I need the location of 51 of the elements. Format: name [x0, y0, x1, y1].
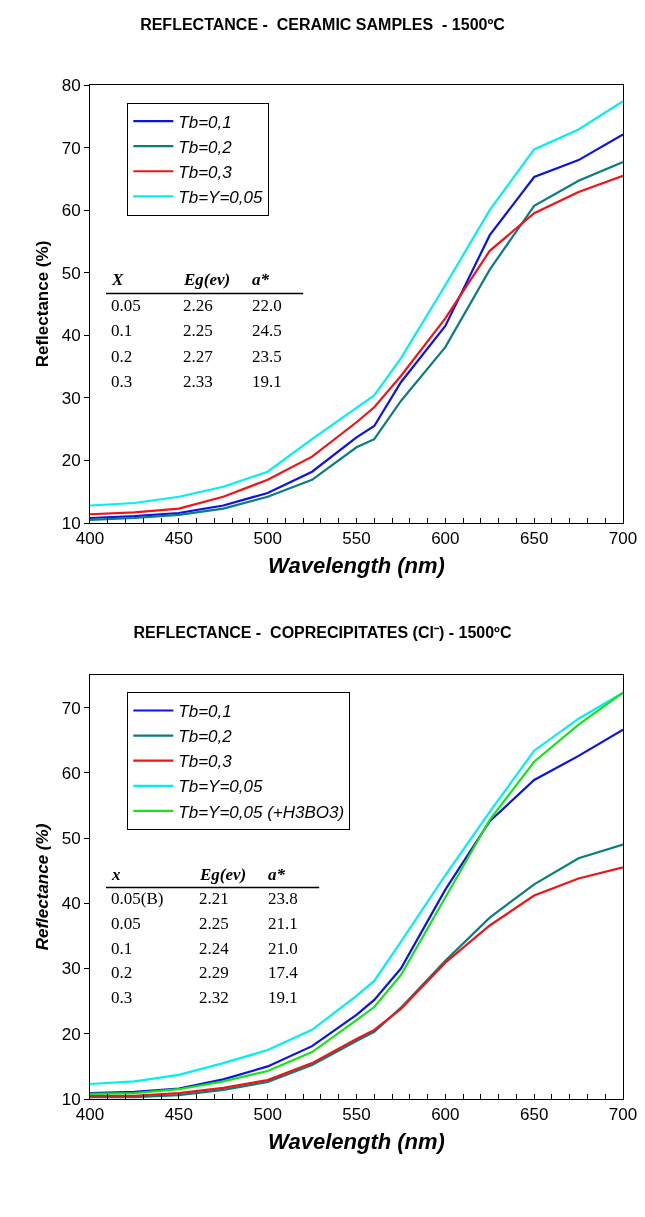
chart-title: REFLECTANCE - COPRECIPITATES (Cl⁻) - 1500ºC [133, 623, 512, 641]
y-tick-label: 70 [61, 698, 81, 718]
x-tick-label: 550 [342, 529, 371, 549]
text: 0.05(B) 2.21 23.8 [111, 889, 298, 908]
x-tick-label: 450 [164, 1105, 194, 1125]
y-axis-title: Reflectance (%) [33, 823, 53, 951]
text: 0.05 2.25 21.1 [111, 914, 298, 933]
legend-label: Tb=0,1 [178, 112, 232, 132]
text: 0.2 2.29 17.4 [111, 963, 298, 982]
legend-label: Tb=Y=0,05 [178, 777, 263, 797]
x-tick-label: 600 [431, 1105, 460, 1125]
x-tick-label: 650 [519, 1105, 549, 1125]
text: X Eg(ev) a* [112, 270, 269, 289]
text: 0.1 2.24 21.0 [111, 939, 298, 958]
x-tick-label: 500 [253, 529, 282, 549]
legend-label: Tb=0,2 [178, 137, 233, 157]
text: 0.1 2.25 24.5 [111, 321, 282, 340]
text: 0.3 2.33 19.1 [111, 372, 282, 391]
x-tick-label: 650 [519, 529, 549, 549]
y-tick-label: 50 [61, 263, 81, 283]
x-tick-label: 550 [342, 1105, 371, 1125]
legend-label: Tb=0,1 [178, 702, 232, 722]
y-tick-label: 80 [61, 75, 81, 95]
legend-label: Tb=Y=0,05 [178, 188, 263, 207]
x-axis-title: Wavelength (nm) [268, 553, 445, 579]
y-tick-label: 40 [61, 894, 81, 914]
y-tick-label: 20 [61, 1024, 81, 1044]
y-tick-label: 50 [61, 829, 81, 849]
legend-label: Tb=Y=0,05 (+H3BO3) [178, 802, 345, 822]
y-tick-label: 30 [61, 959, 81, 979]
legend-label: Tb=0,3 [178, 162, 233, 182]
text: x Eg(ev) a* [112, 865, 285, 884]
y-tick-label: 60 [61, 763, 81, 783]
text: 0.3 2.32 19.1 [111, 988, 298, 1007]
x-tick-label: 700 [608, 529, 638, 549]
y-tick-label: 70 [61, 138, 81, 158]
chart-title: REFLECTANCE - CERAMIC SAMPLES - 1500ºC [140, 15, 506, 33]
y-tick-label: 20 [61, 451, 81, 471]
text: 0.2 2.27 23.5 [111, 347, 282, 366]
y-tick-label: 60 [61, 201, 81, 221]
legend-label: Tb=0,2 [178, 727, 233, 747]
x-tick-label: 700 [608, 1105, 638, 1125]
x-tick-label: 450 [164, 529, 194, 549]
legend-label: Tb=0,3 [178, 752, 233, 772]
y-axis-title: Reflectance (%) [33, 240, 53, 368]
x-tick-label: 600 [431, 529, 460, 549]
y-tick-label: 40 [61, 326, 81, 346]
x-axis-title: Wavelength (nm) [268, 1129, 445, 1155]
y-tick-label: 30 [61, 388, 81, 408]
x-tick-label: 500 [253, 1105, 282, 1125]
text: 0.05 2.26 22.0 [111, 296, 282, 315]
